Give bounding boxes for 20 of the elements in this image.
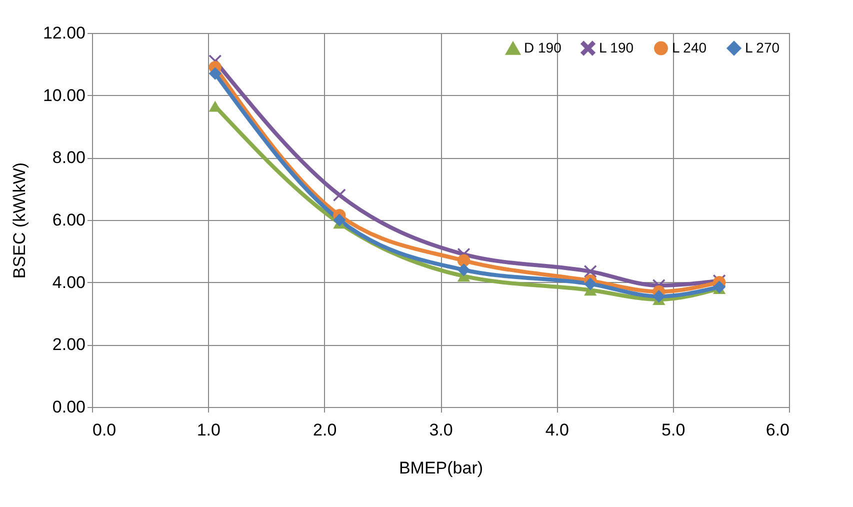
x-tick-label: 0.0 [92, 420, 116, 440]
x-tick-label: 6.0 [766, 420, 790, 440]
x-tick-label: 1.0 [196, 420, 220, 440]
y-axis-title: BSEC (kW\kW) [10, 162, 29, 279]
y-tick-label: 10.00 [42, 86, 86, 105]
y-tick-label: 8.00 [52, 148, 86, 168]
x-axis-title: BMEP(bar) [398, 458, 484, 478]
y-tick-label: 12.00 [42, 24, 86, 42]
y-tick-label: 0.00 [52, 398, 86, 416]
legend-label: D 190 [524, 40, 562, 56]
y-tick-label: 6.00 [52, 210, 86, 230]
x-tick-label: 3.0 [429, 420, 453, 440]
legend-label: L 190 [599, 39, 634, 56]
x-tick-label: 2.0 [313, 420, 337, 440]
x-tick-label: 4.0 [545, 420, 569, 440]
y-tick-label: 4.00 [52, 272, 86, 292]
x-tick-label: 5.0 [662, 420, 686, 440]
y-tick-label: 2.00 [52, 335, 86, 354]
legend-label: L 270 [745, 39, 780, 56]
legend-label: L 240 [672, 39, 707, 56]
